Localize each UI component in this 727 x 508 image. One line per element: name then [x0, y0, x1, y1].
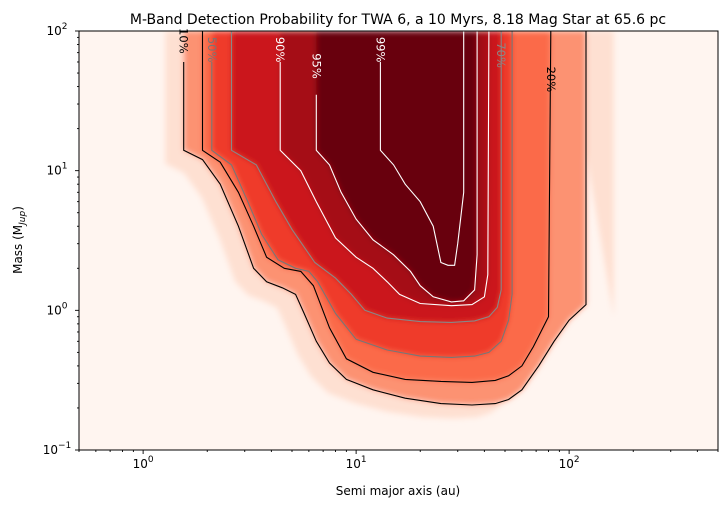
contour-label-90: 90%: [273, 37, 287, 63]
contour-label-70: 70%: [494, 42, 508, 68]
contour-label-10: 10%: [177, 28, 191, 54]
x-tick-label: 100: [133, 455, 154, 471]
y-axis-label-sub: Jup: [18, 210, 28, 226]
contour-label-99: 99%: [373, 37, 387, 63]
y-axis-label: Mass (MJup): [11, 206, 28, 274]
x-tick-label: 101: [346, 455, 367, 471]
y-axis-label-main: Mass (M: [11, 225, 25, 274]
contour-line-70: [230, 31, 502, 323]
contour-line-90: [279, 31, 490, 307]
y-tick-label: 101: [46, 162, 67, 178]
x-axis-label: Semi major axis (au): [336, 484, 460, 498]
heat-band-99: [380, 31, 464, 266]
y-axis-label-close: ): [11, 206, 25, 211]
contour-line-50: [211, 31, 513, 358]
y-tick-label: 10−1: [43, 441, 72, 457]
contour-line-10: [183, 31, 587, 406]
y-tick-label: 100: [46, 301, 67, 317]
contour-line-99: [379, 31, 465, 266]
plot-frame: [78, 30, 719, 451]
contour-line-20: [201, 31, 552, 383]
x-axis-ticks: 100 101 102: [78, 450, 719, 471]
contour-labels: 10% 20% 50% 70% 90% 95% 99%: [177, 28, 558, 92]
contour-label-20: 20%: [544, 67, 558, 93]
heatmap-fill: [165, 31, 614, 419]
contour-lines: [183, 31, 587, 406]
y-tick-label: 102: [46, 22, 67, 38]
heatmap-bands: [165, 31, 614, 419]
contour-label-50: 50%: [205, 37, 219, 63]
y-axis-ticks: 10−1 100 101 102: [43, 22, 79, 457]
chart-title: M-Band Detection Probability for TWA 6, …: [130, 12, 666, 28]
x-tick-label: 102: [559, 455, 580, 471]
contour-line-95: [315, 31, 478, 303]
contour-label-95: 95%: [309, 53, 323, 79]
